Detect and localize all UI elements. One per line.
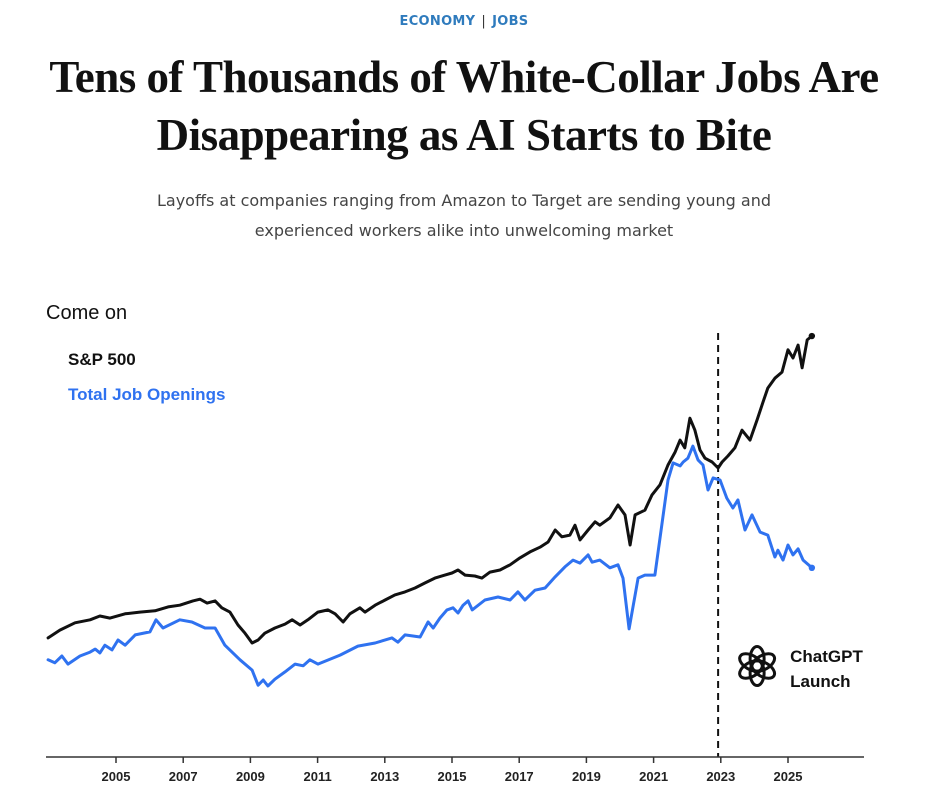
dek-line-1: Layoffs at companies ranging from Amazon… (156, 191, 772, 210)
job-openings-line (46, 444, 814, 688)
headline-line-2: Disappearing as AI Starts to Bite (156, 110, 772, 160)
sp500-end-dot (808, 332, 816, 340)
x-tick-label: 2025 (774, 769, 803, 784)
chatgpt-launch-label-line-2: Launch (790, 672, 850, 691)
headline-line-1: Tens of Thousands of White-Collar Jobs A… (49, 52, 879, 102)
x-tick-label: 2013 (370, 769, 399, 784)
chart-title: Come on (46, 302, 128, 324)
openai-logo-icon (738, 645, 777, 687)
legend-job-openings: Total Job Openings (68, 385, 226, 404)
x-tick-label: 2009 (236, 769, 265, 784)
x-tick-label: 2011 (303, 769, 331, 784)
x-tick-label: 2019 (572, 769, 601, 784)
section-link-economy[interactable]: ECONOMY (399, 14, 476, 29)
x-tick-label: 2007 (169, 769, 198, 784)
legend-sp500: S&P 500 (68, 350, 136, 369)
headline: Tens of Thousands of White-Collar Jobs A… (0, 48, 928, 164)
x-tick-label: 2023 (706, 769, 735, 784)
x-tick-label: 2017 (505, 769, 534, 784)
x-tick-label: 2005 (102, 769, 131, 784)
x-tick-label: 2021 (639, 769, 668, 784)
chatgpt-launch-label-line-1: ChatGPT (790, 647, 863, 666)
x-tick-label: 2015 (438, 769, 467, 784)
dek-line-2: experienced workers alike into unwelcomi… (254, 221, 674, 240)
breadcrumb-separator: | (481, 14, 487, 29)
job-openings-end-dot (808, 564, 816, 571)
dek: Layoffs at companies ranging from Amazon… (0, 186, 928, 246)
section-breadcrumb: ECONOMY | JOBS (0, 14, 928, 29)
sp500-line (46, 334, 814, 645)
section-link-jobs[interactable]: JOBS (492, 14, 529, 29)
